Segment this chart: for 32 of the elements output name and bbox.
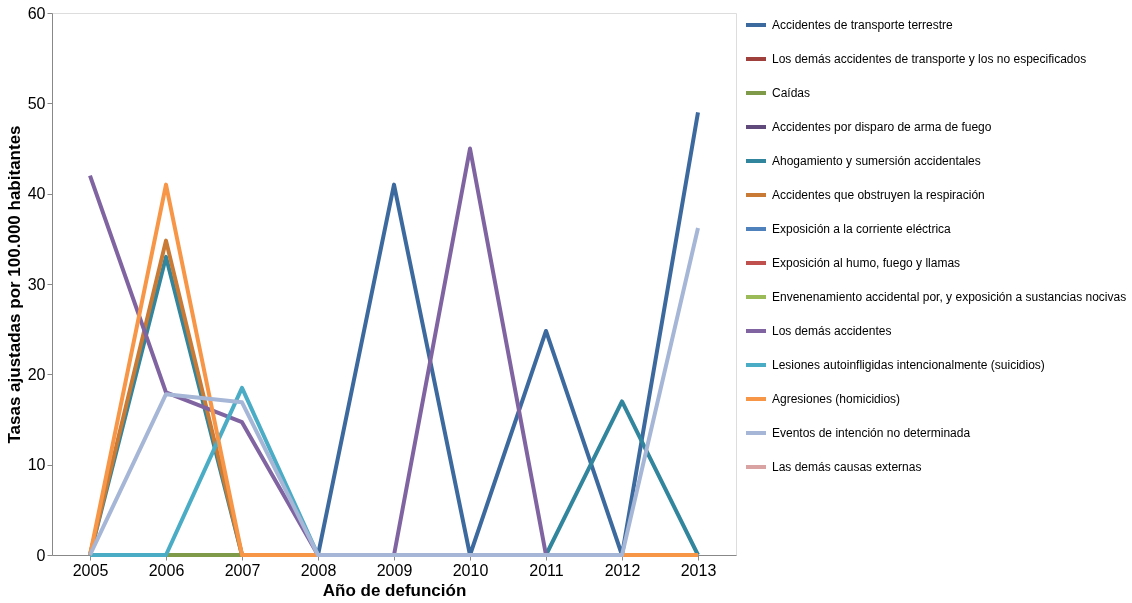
y-tick-label: 10 bbox=[27, 456, 46, 474]
legend-label: Envenenamiento accidental por, y exposición a sustancias nocivas bbox=[772, 290, 1127, 304]
y-axis-title: Tasas ajustadas por 100.000 habitantes bbox=[4, 125, 24, 444]
y-tick-label: 0 bbox=[36, 546, 46, 564]
legend-label: Exposición al humo, fuego y llamas bbox=[772, 256, 961, 270]
x-tick-label: 2013 bbox=[680, 561, 717, 579]
y-tick-label: 50 bbox=[27, 94, 46, 112]
legend-label: Los demás accidentes de transporte y los no especificados bbox=[772, 52, 1087, 66]
legend-label: Caídas bbox=[772, 86, 811, 100]
x-tick-label: 2006 bbox=[148, 561, 185, 579]
legend-label: Eventos de intención no determinada bbox=[772, 426, 971, 440]
x-tick-label: 2010 bbox=[452, 561, 489, 579]
y-tick-label: 40 bbox=[27, 185, 46, 203]
x-tick-label: 2008 bbox=[300, 561, 337, 579]
legend-label: Agresiones (homicidios) bbox=[772, 392, 901, 406]
x-tick-label: 2007 bbox=[224, 561, 261, 579]
x-tick-label: 2011 bbox=[529, 561, 564, 579]
legend-label: Accidentes de transporte terrestre bbox=[772, 18, 954, 32]
legend-label: Los demás accidentes bbox=[772, 324, 892, 338]
legend-label: Las demás causas externas bbox=[772, 460, 922, 474]
legend-label: Ahogamiento y sumersión accidentales bbox=[772, 154, 981, 168]
legend-label: Accidentes por disparo de arma de fuego bbox=[772, 120, 992, 134]
y-tick-label: 20 bbox=[27, 365, 46, 383]
legend-label: Accidentes que obstruyen la respiración bbox=[772, 188, 985, 202]
x-tick-label: 2009 bbox=[376, 561, 413, 579]
legend-label: Lesiones autoinfligidas intencionalmente (suicidios) bbox=[772, 358, 1045, 372]
x-tick-label: 2012 bbox=[604, 561, 641, 579]
y-tick-label: 60 bbox=[27, 4, 46, 22]
y-tick-label: 30 bbox=[27, 275, 46, 293]
legend-label: Exposición a la corriente eléctrica bbox=[772, 222, 952, 236]
x-tick-label: 2005 bbox=[72, 561, 109, 579]
x-axis-title: Año de defunción bbox=[322, 580, 467, 600]
